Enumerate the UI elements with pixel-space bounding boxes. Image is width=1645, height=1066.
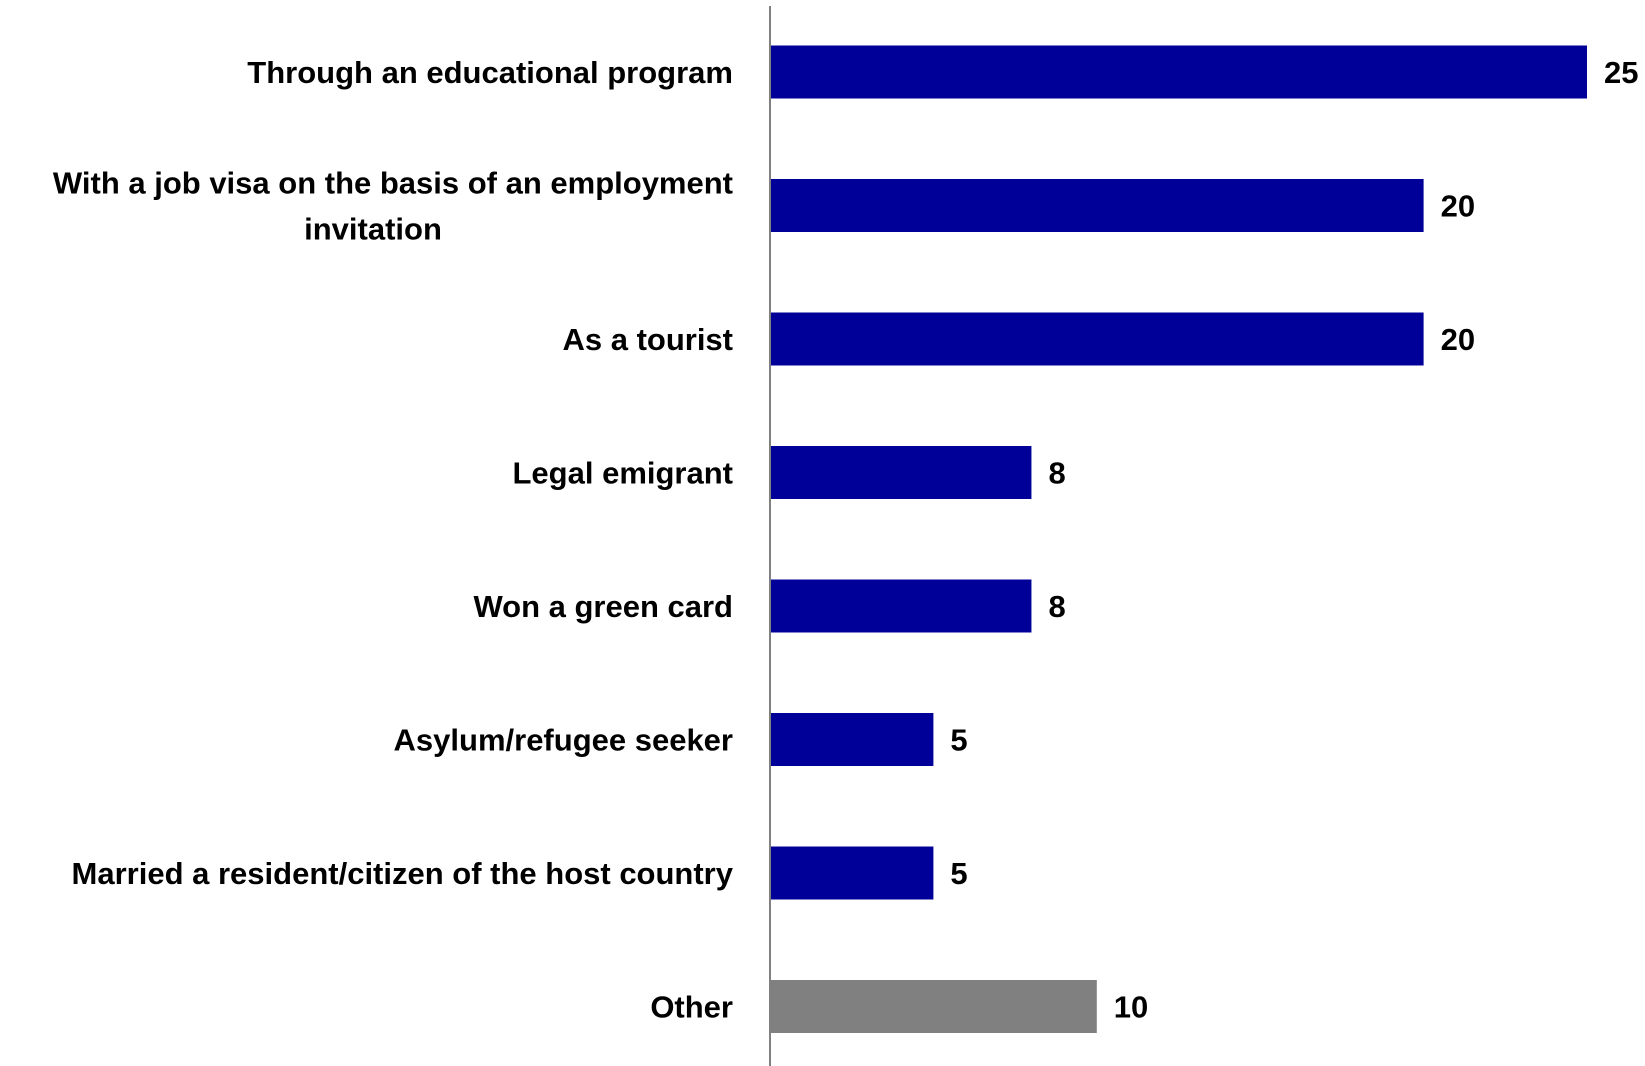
category-label-8-line-1: Other xyxy=(650,990,733,1025)
bar-8 xyxy=(770,980,1097,1033)
value-labels-layer: 25 20 20 8 8 5 5 10 xyxy=(950,55,1638,1025)
bar-3 xyxy=(770,312,1424,366)
value-label-2: 20 xyxy=(1441,189,1475,224)
bar-7 xyxy=(770,846,934,900)
category-label-8: Other xyxy=(650,990,733,1025)
category-label-3: As a tourist xyxy=(562,322,733,357)
category-label-2: With a job visa on the basis of an emplo… xyxy=(53,166,733,247)
category-label-3-line-1: As a tourist xyxy=(562,322,733,357)
bar-6 xyxy=(770,713,934,766)
category-label-5-line-1: Won a green card xyxy=(473,589,733,624)
category-label-6-line-1: Asylum/refugee seeker xyxy=(394,723,733,758)
category-label-6: Asylum/refugee seeker xyxy=(394,723,733,758)
category-label-7-line-1: Married a resident/citizen of the host c… xyxy=(72,856,734,891)
value-label-4: 8 xyxy=(1048,456,1065,491)
value-label-1: 25 xyxy=(1604,55,1638,90)
category-label-2-line-2: invitation xyxy=(304,212,442,247)
category-label-1-line-1: Through an educational program xyxy=(247,55,733,90)
bar-4 xyxy=(770,446,1032,499)
category-label-1: Through an educational program xyxy=(247,55,733,90)
category-label-2-line-1: With a job visa on the basis of an emplo… xyxy=(53,166,733,201)
value-label-6: 5 xyxy=(950,723,967,758)
category-label-5: Won a green card xyxy=(473,589,733,624)
value-label-8: 10 xyxy=(1114,990,1148,1025)
bar-2 xyxy=(770,179,1424,232)
category-label-4-line-1: Legal emigrant xyxy=(513,456,734,491)
bars-layer xyxy=(770,45,1587,1033)
value-label-5: 8 xyxy=(1048,589,1065,624)
category-label-4: Legal emigrant xyxy=(513,456,734,491)
category-label-7: Married a resident/citizen of the host c… xyxy=(72,856,734,891)
category-labels-layer: Through an educational program With a job… xyxy=(53,55,734,1025)
value-label-7: 5 xyxy=(950,856,967,891)
bar-1 xyxy=(770,45,1587,99)
bar-5 xyxy=(770,579,1032,633)
value-label-3: 20 xyxy=(1441,322,1475,357)
